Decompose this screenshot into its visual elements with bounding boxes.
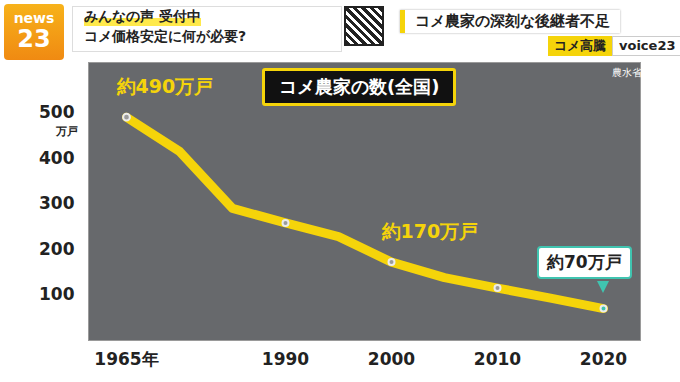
html-text:コメ農家の深刻な後継者不足: コメ農家の深刻な後継者不足 bbox=[415, 12, 610, 30]
svg-text:2000: 2000 bbox=[368, 349, 415, 369]
html-text:万戸: 万戸 bbox=[56, 125, 78, 138]
svg-text:約170万戸: 約170万戸 bbox=[381, 220, 479, 242]
html-text:農水省: 農水省 bbox=[612, 67, 642, 78]
svg-text:2020: 2020 bbox=[580, 349, 627, 369]
html-text:コメ農家の数(全国): コメ農家の数(全国) bbox=[279, 76, 440, 97]
svg-text:300: 300 bbox=[39, 193, 75, 213]
svg-text:1965年: 1965年 bbox=[94, 349, 158, 369]
svg-text:200: 200 bbox=[39, 239, 75, 259]
svg-text:400: 400 bbox=[39, 148, 75, 168]
html-text:みんなの声 受付中: みんなの声 受付中 bbox=[84, 8, 201, 24]
html-text:約70万戸: 約70万戸 bbox=[547, 252, 622, 273]
html-text:コメ高騰: コメ高騰 bbox=[554, 38, 606, 53]
svg-text:500: 500 bbox=[39, 102, 75, 122]
svg-text:100: 100 bbox=[39, 284, 75, 304]
html-text:news: news bbox=[13, 10, 55, 26]
svg-text:約490万戸: 約490万戸 bbox=[116, 75, 214, 97]
html-text:コメ価格安定に何が必要?: コメ価格安定に何が必要? bbox=[84, 28, 247, 44]
svg-text:1990: 1990 bbox=[262, 349, 309, 369]
html-text:23: 23 bbox=[17, 25, 51, 53]
svg-text:2010: 2010 bbox=[474, 349, 521, 369]
html-text:voice23: voice23 bbox=[619, 38, 676, 53]
